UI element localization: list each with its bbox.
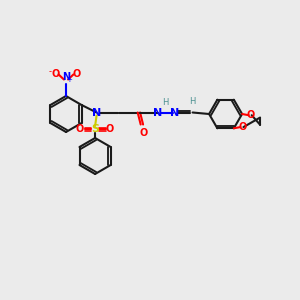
Text: O: O bbox=[238, 122, 246, 132]
Text: S: S bbox=[91, 124, 99, 134]
Text: O: O bbox=[51, 69, 60, 80]
Text: O: O bbox=[140, 128, 148, 138]
Text: N: N bbox=[92, 107, 101, 118]
Text: O: O bbox=[246, 110, 255, 121]
Text: +: + bbox=[67, 77, 73, 83]
Text: N: N bbox=[154, 107, 163, 118]
Text: N: N bbox=[62, 73, 70, 82]
Text: O: O bbox=[76, 124, 84, 134]
Text: O: O bbox=[106, 124, 114, 134]
Text: -: - bbox=[49, 68, 52, 76]
Text: H: H bbox=[189, 98, 196, 106]
Text: H: H bbox=[162, 98, 168, 107]
Text: N: N bbox=[170, 107, 179, 118]
Text: O: O bbox=[72, 69, 81, 80]
